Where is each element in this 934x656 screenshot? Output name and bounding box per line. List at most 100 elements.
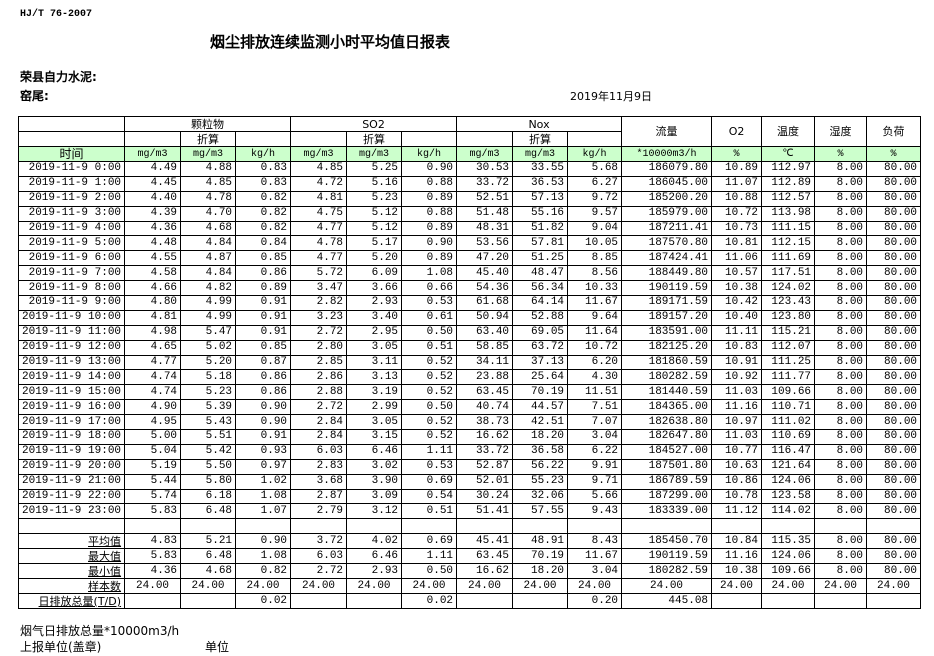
value-cell: 8.00 <box>814 443 868 460</box>
value-cell: 44.57 <box>512 399 569 416</box>
value-cell: 111.02 <box>761 414 816 431</box>
value-cell: 80.00 <box>866 458 922 475</box>
value-cell: 8.00 <box>814 533 868 550</box>
value-cell: 55.16 <box>512 205 569 222</box>
value-cell: 111.25 <box>761 354 816 371</box>
value-cell: 52.88 <box>512 309 569 326</box>
value-cell: 3.40 <box>346 309 403 326</box>
value-cell: 2.99 <box>346 399 403 416</box>
value-cell: 8.00 <box>814 295 868 311</box>
value-cell <box>512 593 569 610</box>
value-cell: 80.00 <box>866 384 922 401</box>
value-cell: 18.20 <box>512 563 569 580</box>
header-temp: 温度 <box>761 116 816 147</box>
value-cell: 185200.20 <box>621 190 713 207</box>
value-cell: 80.00 <box>866 429 922 445</box>
value-cell: 184527.00 <box>621 443 713 460</box>
value-cell: 2.80 <box>290 339 348 356</box>
value-cell: 3.68 <box>290 473 348 490</box>
value-cell <box>866 518 922 535</box>
value-cell: 4.58 <box>124 265 182 282</box>
flue-gas-total-label: 烟气日排放总量*10000m3/h <box>20 624 180 638</box>
value-cell: 4.68 <box>180 563 237 580</box>
value-cell: 10.05 <box>567 235 623 252</box>
value-cell: 6.09 <box>346 265 403 282</box>
value-cell: 181860.59 <box>621 354 713 371</box>
value-cell: 24.00 <box>866 578 922 595</box>
value-cell: 2.88 <box>290 384 348 401</box>
value-cell: 2.72 <box>290 324 348 341</box>
value-cell: 0.93 <box>235 443 292 460</box>
reporter-label: 上报单位(盖章) <box>20 640 102 654</box>
value-cell: 190119.59 <box>621 548 713 565</box>
table-row: 2019-11-9 6:00 4.55 4.87 0.85 4.77 5.20 0.89 47… <box>17 250 922 267</box>
value-cell: 5.51 <box>180 429 237 445</box>
value-cell: 45.40 <box>456 265 514 282</box>
value-cell: 2.79 <box>290 503 348 520</box>
value-cell: 109.66 <box>761 384 816 401</box>
value-cell: 80.00 <box>866 205 922 222</box>
value-cell: 0.53 <box>401 458 458 475</box>
value-cell: 69.05 <box>512 324 569 341</box>
value-cell: 186045.00 <box>621 175 713 192</box>
value-cell: 3.04 <box>567 563 623 580</box>
time-cell: 2019-11-9 13:00 <box>17 354 126 371</box>
value-cell: 0.88 <box>401 175 458 192</box>
value-cell <box>761 593 816 610</box>
header-blank <box>124 131 182 147</box>
value-cell: 1.11 <box>401 548 458 565</box>
value-cell: 5.72 <box>290 265 348 282</box>
value-cell: 6.22 <box>567 443 623 460</box>
header-particulate: 颗粒物 <box>124 116 292 132</box>
value-cell <box>456 593 514 610</box>
value-cell: 5.74 <box>124 488 182 505</box>
value-cell: 80.00 <box>866 369 922 386</box>
value-cell: 37.13 <box>512 354 569 371</box>
value-cell <box>346 593 403 610</box>
table-row: 2019-11-9 15:00 4.74 5.23 0.86 2.88 3.19 0.52 6… <box>17 384 922 401</box>
value-cell: 4.81 <box>124 309 182 326</box>
value-cell: 5.39 <box>180 399 237 416</box>
value-cell: 2.72 <box>290 399 348 416</box>
value-cell: 4.40 <box>124 190 182 207</box>
value-cell: 0.20 <box>567 593 623 610</box>
value-cell: 80.00 <box>866 235 922 252</box>
kiln-label: 窑尾: <box>20 89 49 103</box>
value-cell: 24.00 <box>512 578 569 595</box>
value-cell: 2.93 <box>346 563 403 580</box>
value-cell: 5.66 <box>567 488 623 505</box>
value-cell: 10.83 <box>711 339 763 356</box>
value-cell: 8.00 <box>814 354 868 371</box>
value-cell: 80.00 <box>866 548 922 565</box>
value-cell: 80.00 <box>866 309 922 326</box>
value-cell <box>235 518 292 535</box>
value-cell: 114.02 <box>761 503 816 520</box>
value-cell: 8.00 <box>814 280 868 297</box>
table-row: 2019-11-9 7:00 4.58 4.84 0.86 5.72 6.09 1.08 45… <box>17 265 922 282</box>
value-cell: 11.12 <box>711 503 763 520</box>
table-row: 2019-11-9 5:00 4.48 4.84 0.84 4.78 5.17 0.90 53… <box>17 235 922 252</box>
value-cell: 80.00 <box>866 280 922 297</box>
value-cell: 111.77 <box>761 369 816 386</box>
value-cell: 4.49 <box>124 161 182 177</box>
value-cell: 40.74 <box>456 399 514 416</box>
value-cell: 4.95 <box>124 414 182 431</box>
value-cell: 24.00 <box>235 578 292 595</box>
value-cell: 10.42 <box>711 295 763 311</box>
value-cell: 8.00 <box>814 458 868 475</box>
value-cell: 5.80 <box>180 473 237 490</box>
table-row: 2019-11-9 4:00 4.36 4.68 0.82 4.77 5.12 0.89 48… <box>17 220 922 237</box>
value-cell: 0.97 <box>235 458 292 475</box>
value-cell: 18.20 <box>512 429 569 445</box>
value-cell: 4.82 <box>180 280 237 297</box>
value-cell: 188449.80 <box>621 265 713 282</box>
value-cell: 186789.59 <box>621 473 713 490</box>
value-cell: 5.21 <box>180 533 237 550</box>
value-cell: 187299.00 <box>621 488 713 505</box>
value-cell: 112.89 <box>761 175 816 192</box>
value-cell: 45.41 <box>456 533 514 550</box>
value-cell: 10.40 <box>711 309 763 326</box>
value-cell: 10.38 <box>711 563 763 580</box>
value-cell: 1.08 <box>401 265 458 282</box>
value-cell: 0.91 <box>235 295 292 311</box>
